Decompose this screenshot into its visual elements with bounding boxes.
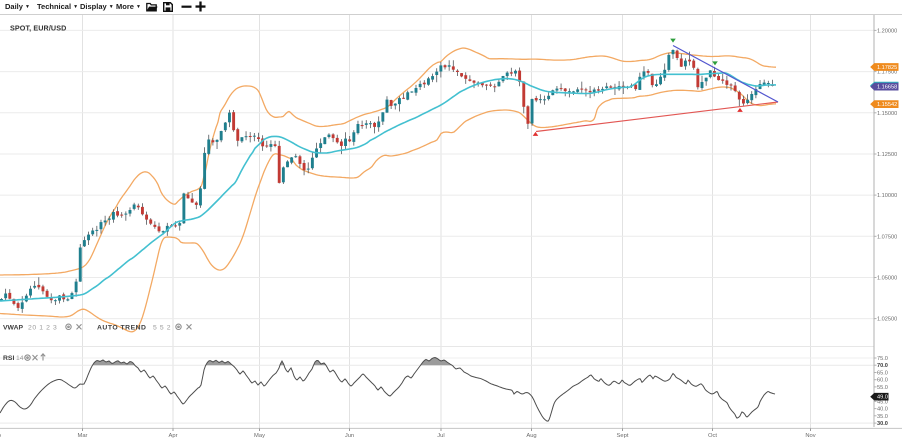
svg-text:65.0: 65.0 xyxy=(877,371,888,377)
svg-text:SPOT, EUR/USD: SPOT, EUR/USD xyxy=(10,24,66,33)
svg-text:55.0: 55.0 xyxy=(877,385,888,391)
svg-text:30.0: 30.0 xyxy=(877,421,888,427)
svg-text:Mar: Mar xyxy=(78,433,88,439)
svg-text:20 1 2 3: 20 1 2 3 xyxy=(28,325,57,332)
svg-text:40.0: 40.0 xyxy=(877,407,888,413)
svg-text:Jul: Jul xyxy=(437,433,444,439)
svg-text:1.02500: 1.02500 xyxy=(877,317,897,323)
svg-text:1.16658: 1.16658 xyxy=(877,85,897,91)
svg-text:49.0: 49.0 xyxy=(877,395,888,401)
svg-text:75.0: 75.0 xyxy=(877,356,888,362)
svg-text:Feb: Feb xyxy=(0,433,1,439)
svg-text:Apr: Apr xyxy=(168,433,177,439)
svg-text:70.0: 70.0 xyxy=(877,363,888,369)
svg-text:Aug: Aug xyxy=(526,433,536,439)
svg-text:RSI: RSI xyxy=(3,355,14,362)
svg-text:1.17500: 1.17500 xyxy=(877,70,897,76)
svg-text:1.17825: 1.17825 xyxy=(877,65,897,71)
svg-text:Nov: Nov xyxy=(805,433,815,439)
svg-text:35.0: 35.0 xyxy=(877,414,888,420)
svg-text:1.07500: 1.07500 xyxy=(877,234,897,240)
svg-text:1.15000: 1.15000 xyxy=(877,111,897,117)
svg-text:1.12500: 1.12500 xyxy=(877,152,897,158)
svg-text:AUTO TREND: AUTO TREND xyxy=(97,325,146,332)
svg-text:Oct: Oct xyxy=(708,433,717,439)
svg-text:VWAP: VWAP xyxy=(3,325,23,332)
svg-text:1.15542: 1.15542 xyxy=(877,102,897,108)
svg-text:14: 14 xyxy=(16,355,24,362)
svg-text:Sept: Sept xyxy=(617,433,629,439)
svg-text:1.05000: 1.05000 xyxy=(877,276,897,282)
svg-text:Jun: Jun xyxy=(345,433,354,439)
svg-text:1.10000: 1.10000 xyxy=(877,193,897,199)
svg-text:60.0: 60.0 xyxy=(877,378,888,384)
svg-text:1.20000: 1.20000 xyxy=(877,28,897,34)
svg-text:5 5 2: 5 5 2 xyxy=(153,325,171,332)
svg-text:45.0: 45.0 xyxy=(877,399,888,405)
svg-text:May: May xyxy=(254,433,265,439)
